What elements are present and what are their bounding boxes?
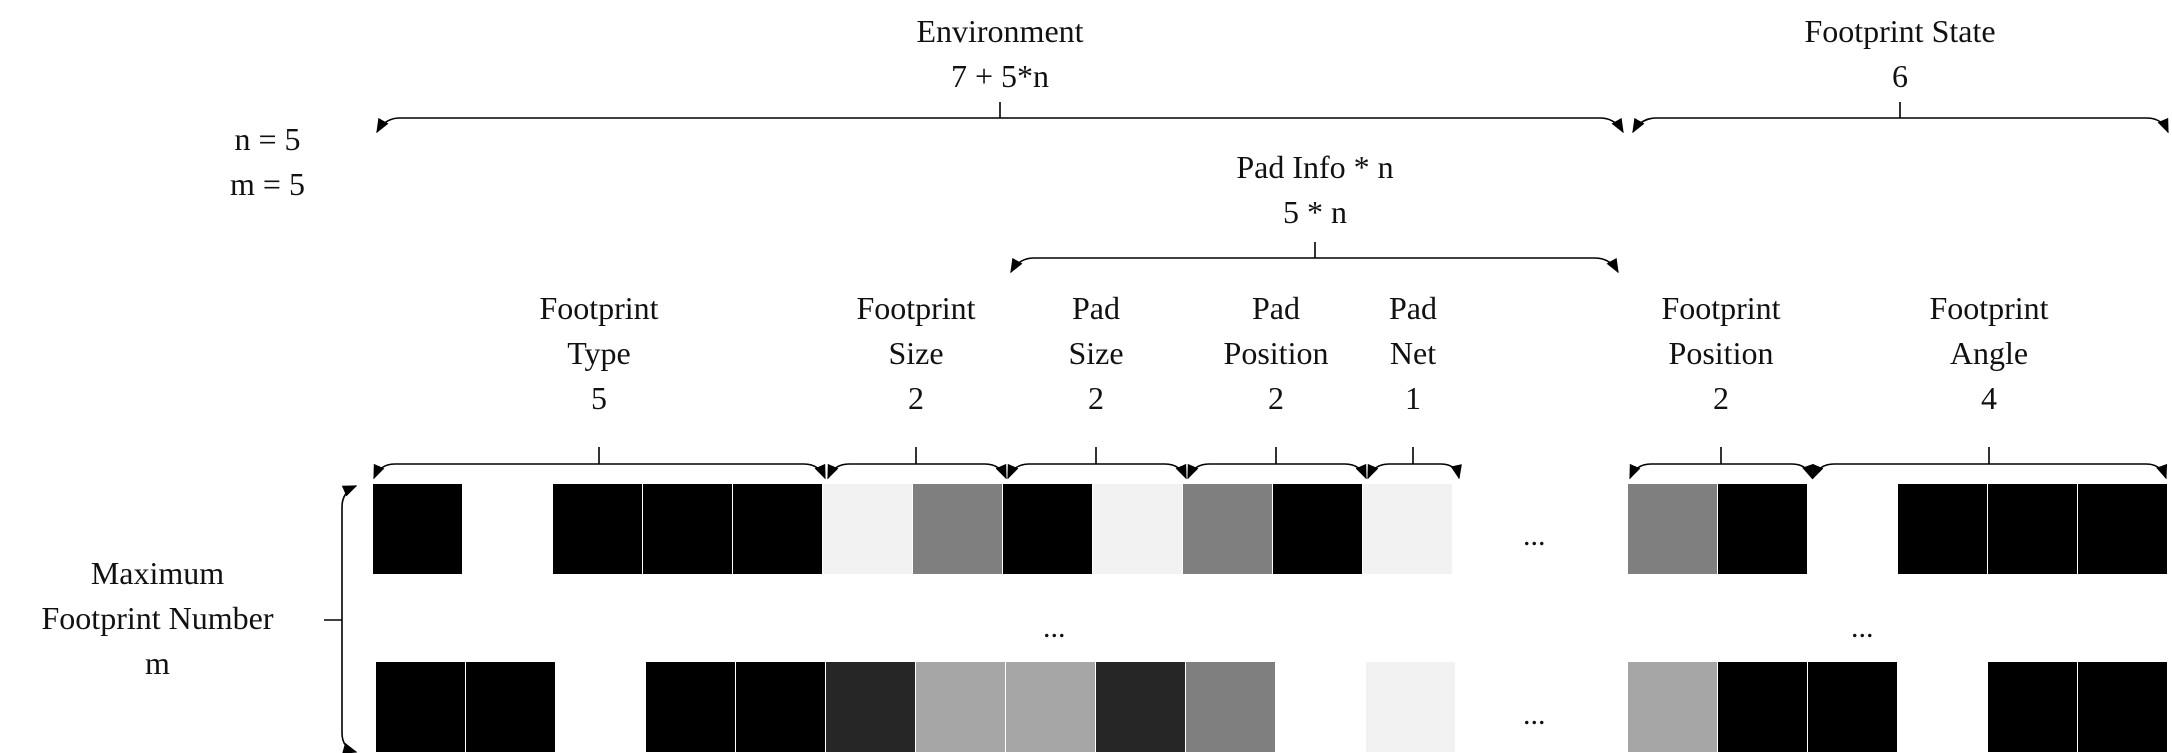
pad-position-line1: Pad	[1252, 290, 1300, 326]
pad-size-brace	[1007, 447, 1187, 480]
row2-cell-6	[826, 662, 915, 752]
row1-cell-1	[373, 484, 462, 574]
footprint-position-brace	[1629, 447, 1814, 480]
n-param: n = 5	[234, 121, 301, 157]
row2-cell-11	[1276, 662, 1365, 752]
row2-cell-9	[1096, 662, 1185, 752]
footprint-size-brace	[827, 447, 1007, 480]
pad-size-count: 2	[1088, 380, 1104, 416]
row1-cell-9	[1093, 484, 1182, 574]
pad-size-label: Pad Size 2	[1011, 286, 1181, 421]
row1-cell-5	[733, 484, 822, 574]
pad-size-line2: Size	[1068, 335, 1124, 371]
pad-net-line1: Pad	[1389, 290, 1437, 326]
row2-cell-2	[466, 662, 555, 752]
environment-label: Environment 7 + 5*n	[850, 9, 1150, 99]
environment-title: Environment	[916, 13, 1084, 49]
row2-cell-10	[1186, 662, 1275, 752]
row1-cell-10	[1183, 484, 1272, 574]
pad-net-line2: Net	[1389, 335, 1437, 371]
max-footprint-line3: m	[145, 645, 170, 681]
row1-state-cell-1	[1628, 484, 1717, 574]
pad-position-label: Pad Position 2	[1191, 286, 1361, 421]
row1-cell-3	[553, 484, 642, 574]
row1-cell-4	[643, 484, 732, 574]
row1-cell-8	[1003, 484, 1092, 574]
pad-net-brace	[1367, 447, 1462, 480]
pad-net-count: 1	[1405, 380, 1421, 416]
row2-state-cell-4	[1898, 662, 1987, 752]
footprint-size-line2: Size	[888, 335, 944, 371]
row2-cell-12	[1366, 662, 1455, 752]
max-footprint-brace	[324, 485, 358, 753]
middle-ellipsis-right: ...	[1851, 611, 1874, 644]
row1-state-cell-3	[1808, 484, 1897, 574]
row1-cell-6	[823, 484, 912, 574]
row1-state-cell-2	[1718, 484, 1807, 574]
max-footprint-line1: Maximum	[90, 555, 225, 591]
footprint-size-count: 2	[908, 380, 924, 416]
row2-ellipsis: ...	[1523, 698, 1546, 731]
footprint-size-line1: Footprint	[856, 290, 976, 326]
pad-position-brace	[1187, 447, 1367, 480]
row2-cell-3	[556, 662, 645, 752]
pad-size-line1: Pad	[1072, 290, 1120, 326]
row2-state-cell-6	[2078, 662, 2167, 752]
pad-position-count: 2	[1268, 380, 1284, 416]
max-footprint-line2: Footprint Number	[41, 600, 274, 636]
footprint-type-label: Footprint Type 5	[494, 286, 704, 421]
row2-state-cell-2	[1718, 662, 1807, 752]
row1-cell-2	[463, 484, 552, 574]
pad-info-label: Pad Info * n 5 * n	[1165, 145, 1465, 235]
row2-cell-4	[646, 662, 735, 752]
max-footprint-label: Maximum Footprint Number m	[10, 551, 305, 686]
footprint-type-line1: Footprint	[539, 290, 659, 326]
row2-cell-5	[736, 662, 825, 752]
footprint-state-brace	[1632, 102, 2169, 134]
footprint-angle-brace	[1812, 447, 2168, 480]
footprint-angle-line1: Footprint	[1929, 290, 2049, 326]
footprint-state-label: Footprint State 6	[1750, 9, 2050, 99]
pad-net-label: Pad Net 1	[1368, 286, 1458, 421]
m-param: m = 5	[230, 166, 305, 202]
row2-state-cell-3	[1808, 662, 1897, 752]
row2-cell-7	[916, 662, 1005, 752]
environment-brace	[376, 102, 1624, 134]
row2-state-cell-1	[1628, 662, 1717, 752]
footprint-type-count: 5	[591, 380, 607, 416]
footprint-position-line1: Footprint	[1661, 290, 1781, 326]
environment-count: 7 + 5*n	[950, 58, 1050, 94]
pad-info-count: 5 * n	[1283, 194, 1347, 230]
row2-cell-1	[376, 662, 465, 752]
row1-state-cell-6	[2078, 484, 2167, 574]
footprint-angle-count: 4	[1981, 380, 1997, 416]
footprint-position-count: 2	[1713, 380, 1729, 416]
footprint-size-label: Footprint Size 2	[811, 286, 1021, 421]
row1-state-cell-4	[1898, 484, 1987, 574]
footprint-position-line2: Position	[1668, 335, 1774, 371]
pad-info-brace	[1010, 242, 1619, 274]
row2-cell-8	[1006, 662, 1095, 752]
footprint-angle-label: Footprint Angle 4	[1884, 286, 2094, 421]
footprint-type-brace	[373, 447, 826, 480]
middle-ellipsis-left: ...	[1043, 611, 1066, 644]
footprint-state-title: Footprint State	[1804, 13, 1996, 49]
row1-cell-11	[1273, 484, 1362, 574]
params-block: n = 5 m = 5	[210, 117, 325, 207]
row2-state-cell-5	[1988, 662, 2077, 752]
row1-cell-7	[913, 484, 1002, 574]
row1-state-cell-5	[1988, 484, 2077, 574]
footprint-position-label: Footprint Position 2	[1616, 286, 1826, 421]
row1-cell-12	[1363, 484, 1452, 574]
footprint-state-count: 6	[1892, 58, 1908, 94]
row1-ellipsis: ...	[1523, 519, 1546, 552]
pad-position-line2: Position	[1223, 335, 1329, 371]
footprint-angle-line2: Angle	[1949, 335, 2029, 371]
pad-info-title: Pad Info * n	[1236, 149, 1394, 185]
footprint-type-line2: Type	[567, 335, 631, 371]
